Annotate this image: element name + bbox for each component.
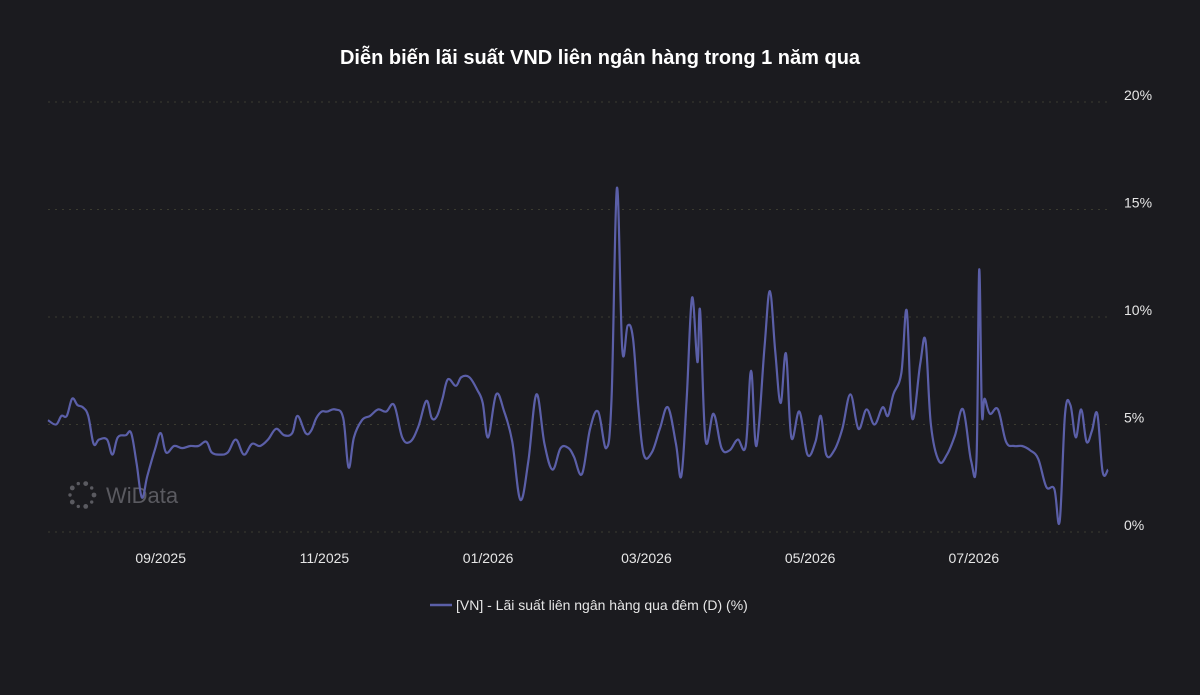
x-tick-label: 01/2026 (463, 550, 514, 566)
chart-title: Diễn biến lãi suất VND liên ngân hàng tr… (340, 45, 861, 69)
y-tick-label: 20% (1124, 87, 1152, 103)
y-tick-label: 15% (1124, 195, 1152, 211)
logo-dot (83, 481, 89, 486)
watermark: WiData (68, 481, 179, 509)
y-axis: 0% 5% 10% 15% 20% (1124, 87, 1152, 533)
x-tick-label: 05/2026 (785, 550, 836, 566)
logo-dot (69, 499, 75, 505)
y-tick-label: 0% (1124, 517, 1144, 533)
logo-dot (90, 486, 94, 490)
logo-dot (90, 500, 94, 504)
y-tick-label: 5% (1124, 410, 1144, 426)
x-tick-label: 07/2026 (949, 550, 1000, 566)
logo-dot (83, 504, 89, 509)
plot-area (47, 186, 1109, 526)
logo-dot (69, 485, 75, 491)
x-axis: 09/2025 11/2025 01/2026 03/2026 05/2026 07/20… (135, 550, 999, 566)
logo-dot (76, 504, 80, 509)
logo-dot (76, 481, 80, 486)
y-tick-label: 10% (1124, 302, 1152, 318)
dotted-circle-logo-icon (68, 481, 97, 509)
x-tick-label: 03/2026 (621, 550, 672, 566)
series-line[interactable] (47, 186, 1109, 526)
legend-label: [VN] - Lãi suất liên ngân hàng qua đêm (… (456, 597, 748, 613)
logo-dot (68, 493, 72, 497)
x-tick-label: 09/2025 (135, 550, 186, 566)
x-tick-label: 11/2025 (300, 550, 350, 566)
legend[interactable]: [VN] - Lãi suất liên ngân hàng qua đêm (… (430, 597, 748, 613)
logo-dot (91, 492, 97, 498)
